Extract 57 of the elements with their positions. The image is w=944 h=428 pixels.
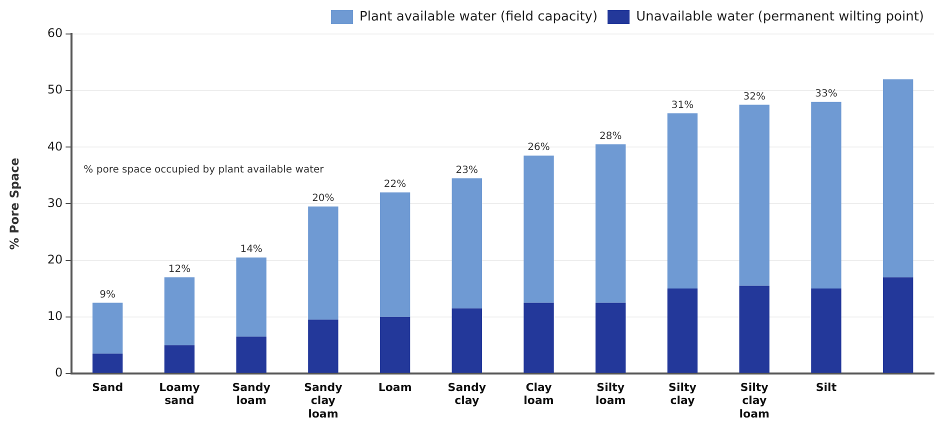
bar xyxy=(380,316,410,373)
data-label: 9% xyxy=(100,289,116,300)
legend-label: Plant available water (field capacity) xyxy=(360,9,598,24)
y-axis-title: % Pore Space xyxy=(7,158,22,250)
bar xyxy=(92,302,123,354)
bar xyxy=(92,354,123,373)
data-label: 14% xyxy=(240,244,262,256)
data-label: 20% xyxy=(312,193,334,204)
x-tick-label: Silty clay xyxy=(668,380,696,408)
bar xyxy=(524,302,554,373)
data-label: 22% xyxy=(384,178,406,190)
data-label: 31% xyxy=(671,100,694,111)
data-label: 12% xyxy=(168,264,191,275)
x-tick-label: Silty loam xyxy=(596,380,626,408)
y-tick-label: 50 xyxy=(47,82,63,97)
bar xyxy=(596,302,626,373)
bar xyxy=(667,288,698,373)
y-tick-label: 20 xyxy=(47,252,63,266)
x-tick-label: Loamy sand xyxy=(159,380,200,408)
x-tick-label: Sandy clay xyxy=(448,380,486,408)
data-label: 32% xyxy=(743,91,766,102)
bar xyxy=(308,320,338,373)
bar xyxy=(236,257,266,337)
legend-label: Unavailable water (permanent wilting point) xyxy=(636,9,924,24)
x-tick-label: Sandy clay loam xyxy=(304,380,342,420)
data-label: 28% xyxy=(600,130,622,142)
data-label: 33% xyxy=(815,88,838,100)
bar xyxy=(811,102,842,289)
bar xyxy=(164,277,195,346)
data-label: 23% xyxy=(456,164,478,176)
bar xyxy=(308,206,338,320)
bar xyxy=(882,79,914,278)
bar xyxy=(452,178,482,308)
bar xyxy=(596,144,626,303)
bar xyxy=(164,345,195,373)
bar xyxy=(236,336,266,373)
bar xyxy=(882,277,914,373)
x-tick-label: Clay loam xyxy=(524,380,554,408)
x-tick-label: Silty clay loam xyxy=(739,380,770,420)
y-tick-label: 60 xyxy=(47,26,63,40)
bar xyxy=(739,286,770,373)
bar xyxy=(667,113,698,289)
annotation: % pore space occupied by plant available water xyxy=(84,164,325,176)
bar xyxy=(452,308,482,373)
data-label: 26% xyxy=(528,142,550,154)
x-tick-label: Sand xyxy=(92,380,124,394)
bar xyxy=(811,288,842,373)
y-tick-label: 10 xyxy=(47,308,63,323)
x-tick-label: Loam xyxy=(378,380,412,394)
x-tick-label: Sandy loam xyxy=(232,380,270,408)
y-tick-label: 30 xyxy=(47,196,63,210)
y-tick-label: 40 xyxy=(47,139,63,154)
y-tick-label: 0 xyxy=(55,366,63,380)
x-tick-label: Silt xyxy=(816,380,837,394)
bar xyxy=(524,156,554,303)
bar xyxy=(739,104,770,286)
bar xyxy=(380,192,410,317)
